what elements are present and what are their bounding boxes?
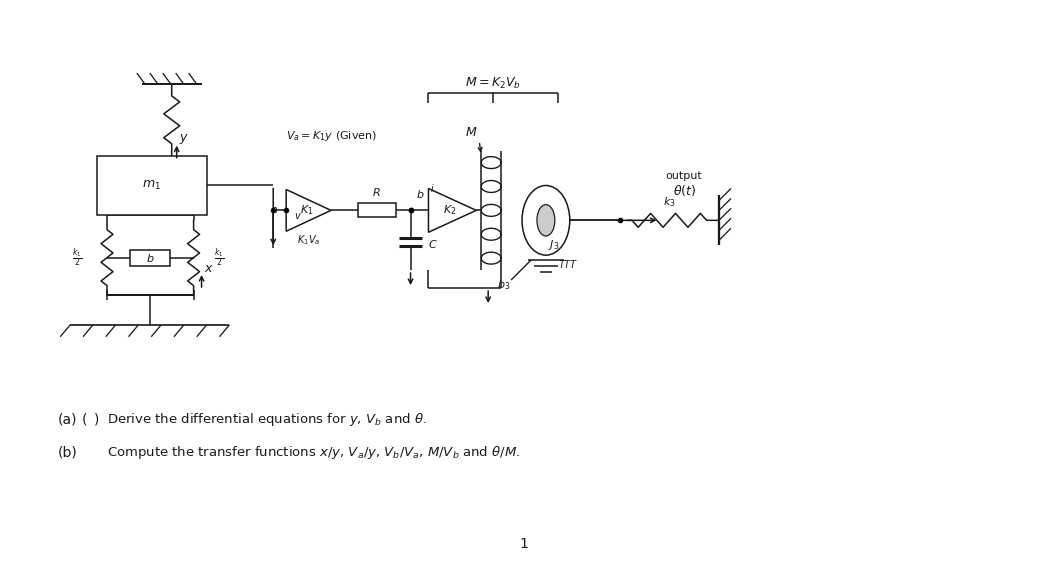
- Text: $v$: $v$: [294, 211, 302, 222]
- Bar: [130, 250, 170, 266]
- Text: ): ): [94, 412, 100, 426]
- Text: $b_3$: $b_3$: [498, 278, 510, 292]
- Text: Compute the transfer functions $x/y$, $V_a/y$, $V_b/V_a$, $M/V_b$ and $\theta/M$: Compute the transfer functions $x/y$, $V…: [107, 444, 521, 461]
- Text: $R$: $R$: [372, 187, 381, 199]
- Text: $M = K_2V_b$: $M = K_2V_b$: [465, 75, 521, 91]
- Text: $\frac{k_1}{2}$: $\frac{k_1}{2}$: [72, 246, 82, 269]
- Text: $a$: $a$: [270, 205, 278, 215]
- Text: $i$: $i$: [430, 183, 435, 195]
- Bar: [97, 156, 206, 215]
- Text: $b$: $b$: [146, 252, 154, 264]
- Text: (a): (a): [58, 412, 77, 426]
- Text: $M$: $M$: [465, 126, 478, 139]
- Polygon shape: [286, 189, 331, 231]
- Text: $x$: $x$: [203, 262, 214, 274]
- Text: $k_3$: $k_3$: [663, 196, 676, 210]
- Text: $K_1$: $K_1$: [300, 203, 313, 218]
- Polygon shape: [429, 188, 476, 232]
- Text: $b$: $b$: [415, 188, 424, 200]
- Text: $C$: $C$: [429, 238, 438, 250]
- Text: $K_2$: $K_2$: [443, 203, 457, 218]
- Ellipse shape: [522, 185, 570, 255]
- Text: $\theta(t)$: $\theta(t)$: [673, 183, 696, 198]
- Text: Derive the differential equations for $y$, $V_b$ and $\theta$.: Derive the differential equations for $y…: [107, 411, 427, 428]
- Text: $K_1V_a$: $K_1V_a$: [297, 233, 321, 247]
- Text: 1: 1: [520, 537, 528, 550]
- Text: (b): (b): [58, 445, 77, 459]
- Text: $\frac{k_1}{2}$: $\frac{k_1}{2}$: [215, 246, 224, 269]
- Text: $TTT$: $TTT$: [558, 258, 578, 270]
- Text: $J_3$: $J_3$: [548, 238, 560, 252]
- Text: $y$: $y$: [179, 131, 189, 146]
- Text: $V_a = K_1y$ (Given): $V_a = K_1y$ (Given): [286, 129, 377, 143]
- Text: (: (: [82, 412, 88, 426]
- Bar: [357, 203, 396, 218]
- Text: $m_1$: $m_1$: [143, 179, 161, 192]
- Text: output: output: [665, 170, 702, 181]
- Ellipse shape: [537, 205, 554, 236]
